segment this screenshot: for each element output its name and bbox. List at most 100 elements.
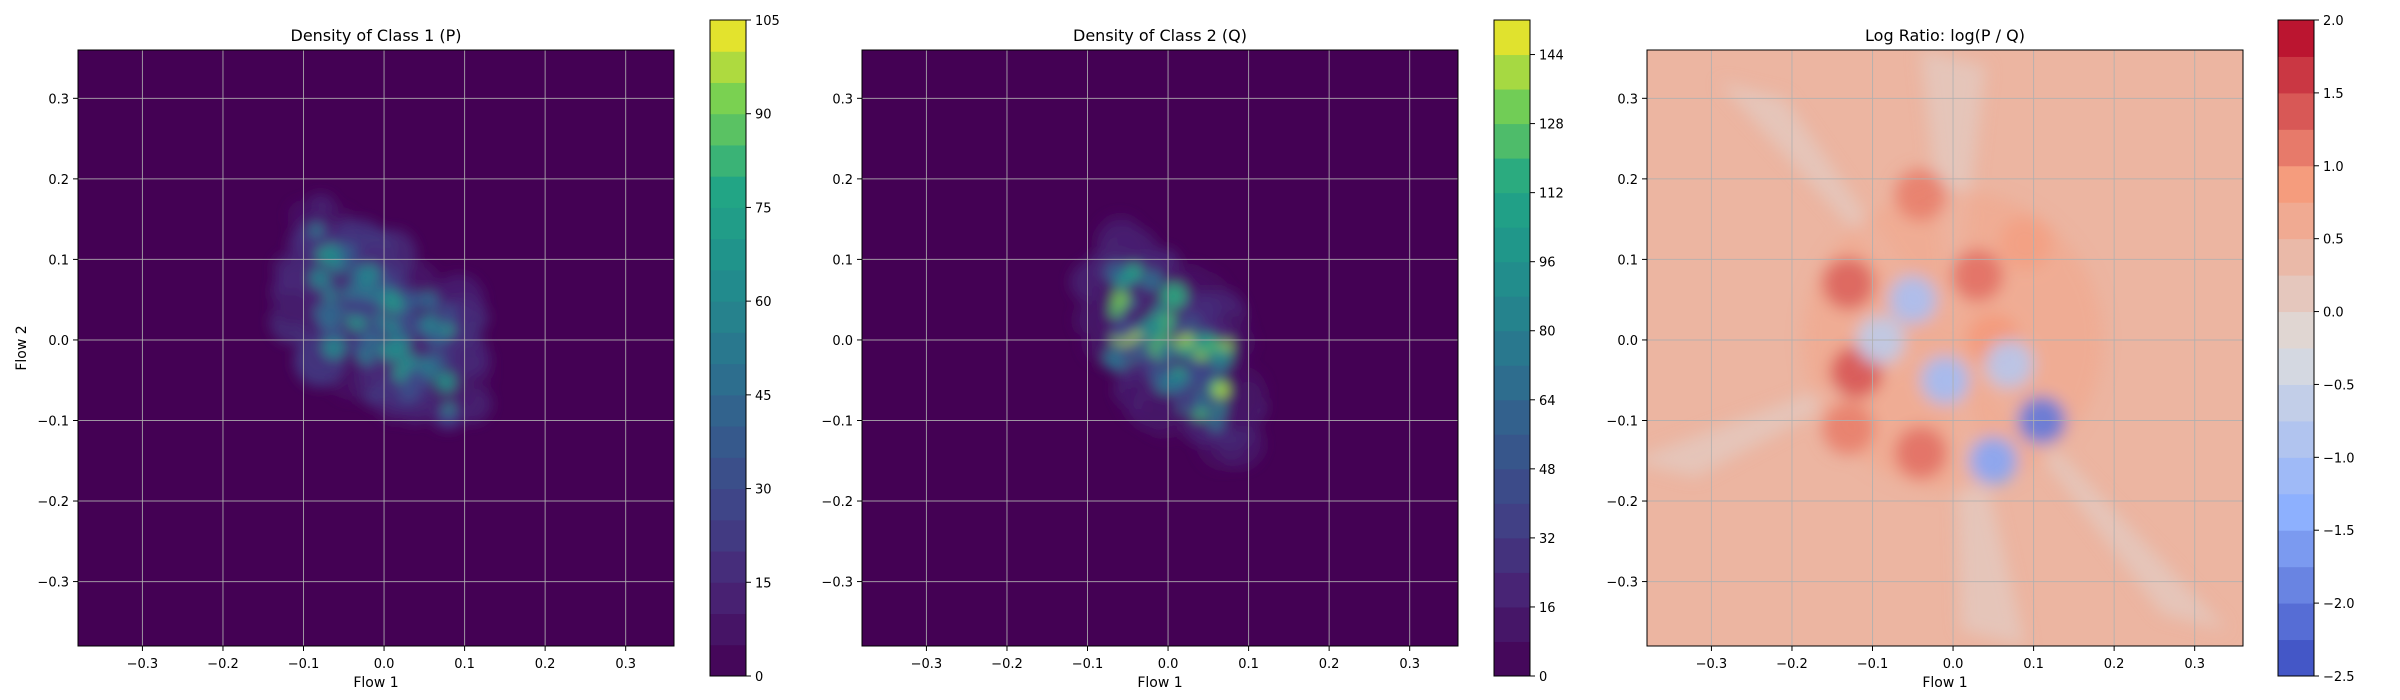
colorbar-level <box>1494 468 1530 504</box>
colorbar-tick-label: 1.5 <box>2323 87 2344 102</box>
x-tick-label: −0.2 <box>991 657 1023 672</box>
density-blob <box>1073 299 1115 341</box>
colorbar-tick-label: 75 <box>755 201 772 216</box>
colorbar-level <box>710 20 746 52</box>
density-peak <box>1109 304 1123 318</box>
ratio-cold-spot <box>1985 340 2034 389</box>
axes-frame <box>861 49 1459 647</box>
colorbar-level <box>1494 572 1530 608</box>
colorbar-tick-label: 112 <box>1539 187 1564 202</box>
colorbar-level <box>2278 165 2314 203</box>
y-tick-label: −0.2 <box>37 495 69 510</box>
ratio-ray <box>1719 82 1954 340</box>
colorbar-level <box>1494 227 1530 263</box>
density-peak <box>1188 361 1215 388</box>
heatmap-layer <box>1647 50 2243 646</box>
colorbar-level <box>710 207 746 240</box>
density-peak <box>1214 362 1228 377</box>
colorbar-level <box>2278 384 2314 422</box>
colorbar-frame <box>2277 19 2315 677</box>
density-peak <box>1171 321 1188 338</box>
colorbar-level <box>710 238 746 271</box>
density-peak <box>324 290 336 302</box>
y-tick-label: −0.3 <box>37 576 69 591</box>
y-axis-label: Flow 2 <box>14 325 30 370</box>
x-axis-label: Flow 1 <box>1137 675 1182 691</box>
colorbar-level <box>710 457 746 490</box>
colorbar-tick-label: 30 <box>755 483 772 498</box>
density-peak <box>374 311 386 324</box>
x-tick-label: 0.0 <box>1158 657 1179 672</box>
colorbar-frame <box>709 19 747 677</box>
colorbar-tick-label: 16 <box>1539 601 1556 616</box>
density-peak <box>1212 401 1226 415</box>
density-peak <box>1182 310 1198 326</box>
density-peak <box>435 371 456 393</box>
x-tick-label: 0.3 <box>1399 657 1420 672</box>
density-peak <box>443 304 455 316</box>
colorbar-level <box>2278 275 2314 313</box>
y-tick-label: 0.2 <box>832 173 853 188</box>
density-peak <box>1125 263 1143 281</box>
colorbar-level <box>1494 537 1530 573</box>
x-tick-label: −0.1 <box>1072 657 1104 672</box>
colorbar-tick-label: 0 <box>755 670 763 685</box>
colorbar-level <box>710 332 746 365</box>
density-peak <box>1213 382 1230 399</box>
colorbar-level <box>1494 399 1530 435</box>
colorbar-tick-label: 90 <box>755 108 772 123</box>
colorbar-level <box>1494 89 1530 125</box>
colorbar-level <box>1494 123 1530 159</box>
colorbar-level <box>1494 54 1530 90</box>
colorbar-tick-label: 128 <box>1539 118 1564 133</box>
colorbar-level <box>710 551 746 583</box>
ratio-hot-spot <box>1999 217 2052 270</box>
x-tick-label: 0.2 <box>2104 657 2125 672</box>
colorbar-level <box>2278 202 2314 240</box>
x-tick-label: 0.0 <box>374 657 395 672</box>
x-tick-label: 0.2 <box>1319 657 1340 672</box>
colorbar-level <box>2278 457 2314 495</box>
colorbar-tick-label: 0 <box>1539 670 1547 685</box>
density-peak <box>1205 337 1220 352</box>
y-tick-label: 0.3 <box>832 92 853 107</box>
x-tick-label: 0.3 <box>615 657 636 672</box>
x-tick-label: −0.3 <box>911 657 943 672</box>
colorbar-level <box>710 394 746 427</box>
panel-class1-density: −0.3 −0.3 −0.2 −0.2 −0.1 −0.1 0.0 0.0 0.1 0.1 0.2 0… <box>14 14 780 691</box>
x-tick-label: 0.1 <box>2023 657 2044 672</box>
density-peak <box>1169 378 1184 393</box>
density-peak <box>421 293 440 312</box>
colorbar-level <box>2278 129 2314 167</box>
y-tick-label: 0.1 <box>1617 253 1638 268</box>
x-tick-label: 0.1 <box>454 657 475 672</box>
colorbar-tick-label: 144 <box>1539 49 1564 64</box>
y-tick-label: −0.2 <box>821 495 853 510</box>
density-peak <box>443 402 455 414</box>
y-tick-label: 0.1 <box>48 253 69 268</box>
colorbar-level <box>2278 56 2314 94</box>
x-axis-label: Flow 1 <box>353 675 398 691</box>
colorbar-tick-label: 0.0 <box>2323 306 2344 321</box>
density-peak <box>338 244 355 261</box>
density-peak <box>1157 341 1177 362</box>
density-peak <box>1149 366 1169 385</box>
density-peak <box>420 314 440 335</box>
density-peak <box>400 352 416 369</box>
colorbar-level <box>710 426 746 458</box>
y-tick-label: 0.0 <box>832 334 853 349</box>
colorbar-tick-label: −0.5 <box>2323 378 2355 393</box>
colorbar-level <box>2278 603 2314 641</box>
density-peak <box>1192 391 1211 409</box>
density-peak <box>441 322 455 337</box>
colorbar-level <box>2278 92 2314 130</box>
density-peak <box>365 335 376 346</box>
y-tick-label: 0.1 <box>832 253 853 268</box>
x-tick-label: −0.3 <box>127 657 159 672</box>
x-tick-label: −0.1 <box>1857 657 1889 672</box>
density-peak <box>350 298 371 319</box>
density-peak <box>441 312 455 326</box>
colorbar-tick-label: 60 <box>755 295 772 310</box>
density-peak <box>1140 353 1159 372</box>
chart-title: Density of Class 1 (P) <box>291 26 462 45</box>
